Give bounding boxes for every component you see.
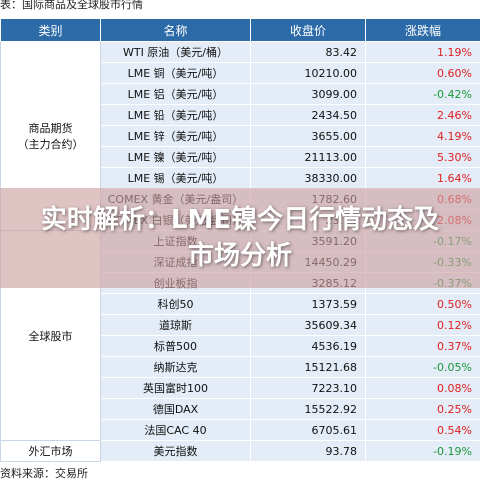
name-cell: 德国DAX <box>101 399 251 420</box>
close-cell: 21113.00 <box>251 147 366 168</box>
name-cell: 标普500 <box>101 336 251 357</box>
column-header: 涨跌幅 <box>366 19 480 42</box>
name-cell: LME 锡（美元/吨） <box>101 168 251 189</box>
close-cell: 1373.59 <box>251 294 366 315</box>
close-cell: 7223.10 <box>251 378 366 399</box>
change-cell: -0.42% <box>366 84 480 105</box>
column-header: 类别 <box>1 19 101 42</box>
close-cell: 2434.50 <box>251 105 366 126</box>
change-cell: 0.12% <box>366 315 480 336</box>
name-cell: 英国富时100 <box>101 378 251 399</box>
change-cell: 2.46% <box>366 105 480 126</box>
change-cell: 0.37% <box>366 336 480 357</box>
close-cell: 15121.68 <box>251 357 366 378</box>
name-cell: LME 铅（美元/吨） <box>101 105 251 126</box>
close-cell: 38330.00 <box>251 168 366 189</box>
name-cell: 纳斯达克 <box>101 357 251 378</box>
close-cell: 10210.00 <box>251 63 366 84</box>
change-cell: 1.64% <box>366 168 480 189</box>
column-header: 收盘价 <box>251 19 366 42</box>
close-cell: 6705.61 <box>251 420 366 441</box>
caption: 表：国际商品及全球股市行情 <box>0 0 143 12</box>
name-cell: LME 铜（美元/吨） <box>101 63 251 84</box>
name-cell: 科创50 <box>101 294 251 315</box>
change-cell: 0.08% <box>366 378 480 399</box>
category-cell: 外汇市场 <box>1 441 101 462</box>
change-cell: -0.19% <box>366 441 480 462</box>
change-cell: 4.19% <box>366 126 480 147</box>
name-cell: LME 铝（美元/吨） <box>101 84 251 105</box>
overlay-banner: 实时解析：LME镍今日行情动态及市场分析 <box>0 188 480 288</box>
change-cell: 1.19% <box>366 42 480 63</box>
name-cell: 法国CAC 40 <box>101 420 251 441</box>
name-cell: LME 镍（美元/吨） <box>101 147 251 168</box>
close-cell: 3099.00 <box>251 84 366 105</box>
close-cell: 35609.34 <box>251 315 366 336</box>
change-cell: -0.05% <box>366 357 480 378</box>
close-cell: 93.78 <box>251 441 366 462</box>
header-row: 类别名称收盘价涨跌幅 <box>1 19 480 42</box>
change-cell: 5.30% <box>366 147 480 168</box>
close-cell: 83.42 <box>251 42 366 63</box>
name-cell: LME 锌（美元/吨） <box>101 126 251 147</box>
name-cell: 美元指数 <box>101 441 251 462</box>
overlay-title: 实时解析：LME镍今日行情动态及市场分析 <box>30 202 450 274</box>
close-cell: 3655.00 <box>251 126 366 147</box>
change-cell: 0.50% <box>366 294 480 315</box>
column-header: 名称 <box>101 19 251 42</box>
change-cell: 0.54% <box>366 420 480 441</box>
name-cell: 道琼斯 <box>101 315 251 336</box>
change-cell: 0.60% <box>366 63 480 84</box>
name-cell: WTI 原油（美元/桶） <box>101 42 251 63</box>
close-cell: 4536.19 <box>251 336 366 357</box>
close-cell: 15522.92 <box>251 399 366 420</box>
change-cell: 0.25% <box>366 399 480 420</box>
source-note: 资料来源：交易所 <box>0 465 88 481</box>
